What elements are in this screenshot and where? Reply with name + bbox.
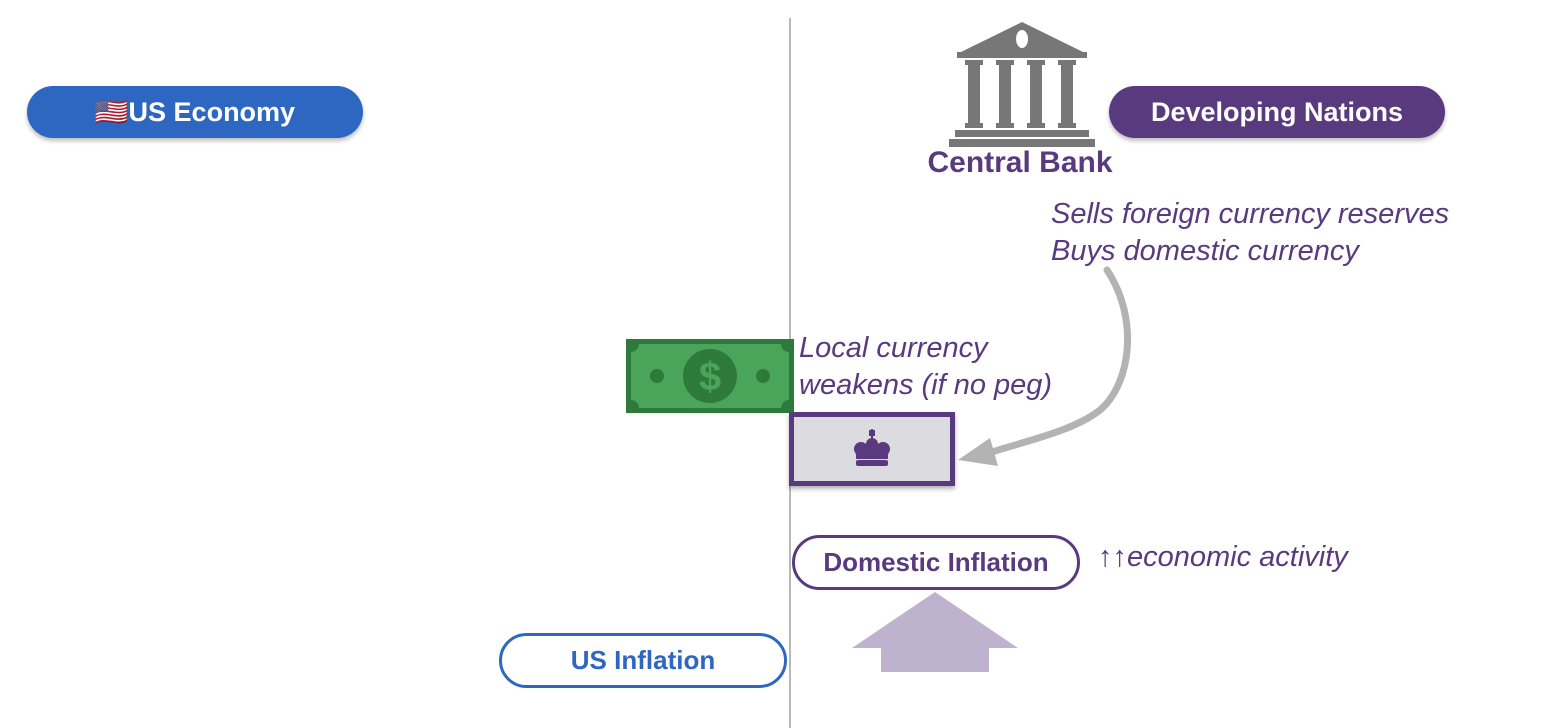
bank-building-icon <box>949 22 1095 147</box>
up-arrow-icon <box>852 592 1018 672</box>
central-bank-label: Central Bank <box>927 146 1113 179</box>
local-currency-bill-icon <box>789 412 955 486</box>
dollar-bill-icon: $ <box>626 339 794 413</box>
us-inflation-label: US Inflation <box>570 645 716 675</box>
crown-icon <box>854 429 890 466</box>
svg-text:$: $ <box>699 355 721 399</box>
sells-reserves-line: Sells foreign currency reserves <box>1051 198 1450 230</box>
local-currency-note: Local currency weakens (if no peg) <box>799 330 1052 404</box>
local-currency-line: Local currency <box>799 332 988 364</box>
us-economy-title: 🇺🇸US Economy <box>94 97 296 127</box>
developing-nations-header: Developing Nations <box>1109 86 1445 138</box>
us-economy-header: 🇺🇸US Economy <box>27 86 363 138</box>
domestic-inflation-label: Domestic Inflation <box>823 547 1049 577</box>
central-bank-action-note: Sells foreign currency reserves Buys dom… <box>1051 196 1449 270</box>
buys-domestic-line: Buys domestic currency <box>1051 235 1359 267</box>
us-inflation-box: US Inflation <box>499 633 787 688</box>
developing-nations-title: Developing Nations <box>1150 96 1404 127</box>
weakens-line: weakens (if no peg) <box>799 369 1053 401</box>
domestic-inflation-box: Domestic Inflation <box>792 535 1080 590</box>
economic-activity-note: ↑↑economic activity <box>1098 541 1348 573</box>
